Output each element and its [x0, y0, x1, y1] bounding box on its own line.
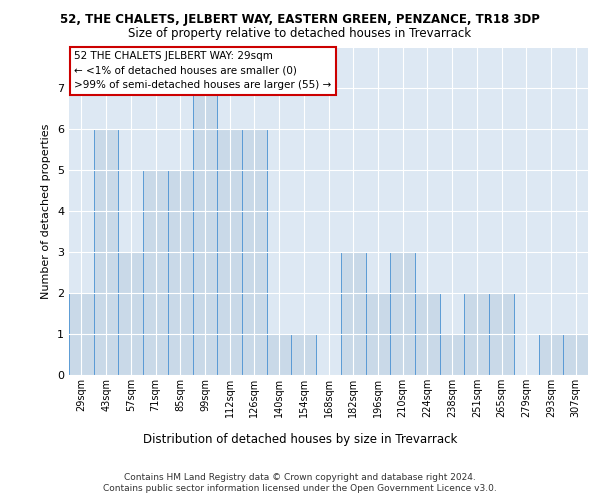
- Bar: [193, 88, 217, 375]
- Bar: [267, 334, 292, 375]
- Bar: [168, 170, 193, 375]
- Text: Contains public sector information licensed under the Open Government Licence v3: Contains public sector information licen…: [103, 484, 497, 493]
- Bar: [143, 170, 168, 375]
- Text: 52 THE CHALETS JELBERT WAY: 29sqm
← <1% of detached houses are smaller (0)
>99% : 52 THE CHALETS JELBERT WAY: 29sqm ← <1% …: [74, 51, 331, 90]
- Bar: [440, 334, 464, 375]
- Text: Distribution of detached houses by size in Trevarrack: Distribution of detached houses by size …: [143, 432, 457, 446]
- Bar: [563, 334, 588, 375]
- Bar: [341, 252, 365, 375]
- Bar: [390, 252, 415, 375]
- Bar: [539, 334, 563, 375]
- Bar: [69, 293, 94, 375]
- Bar: [217, 130, 242, 375]
- Bar: [118, 252, 143, 375]
- Bar: [489, 293, 514, 375]
- Bar: [242, 130, 267, 375]
- Bar: [415, 293, 440, 375]
- Text: Contains HM Land Registry data © Crown copyright and database right 2024.: Contains HM Land Registry data © Crown c…: [124, 472, 476, 482]
- Text: 52, THE CHALETS, JELBERT WAY, EASTERN GREEN, PENZANCE, TR18 3DP: 52, THE CHALETS, JELBERT WAY, EASTERN GR…: [60, 12, 540, 26]
- Text: Size of property relative to detached houses in Trevarrack: Size of property relative to detached ho…: [128, 28, 472, 40]
- Bar: [94, 130, 118, 375]
- Bar: [292, 334, 316, 375]
- Bar: [365, 293, 390, 375]
- Y-axis label: Number of detached properties: Number of detached properties: [41, 124, 52, 299]
- Bar: [464, 293, 489, 375]
